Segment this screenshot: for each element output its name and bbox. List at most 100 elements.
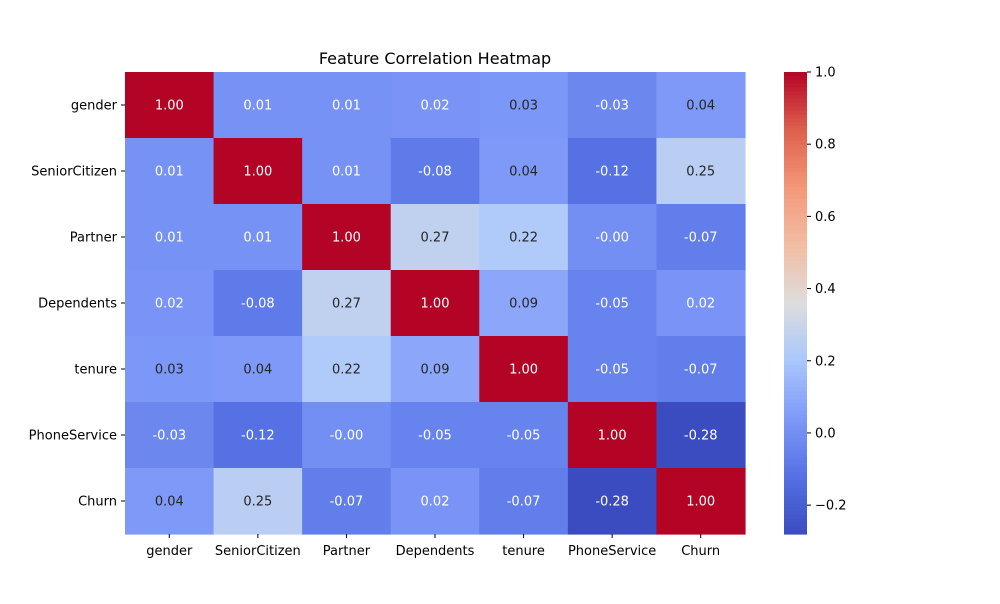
colorbar-segment <box>784 206 807 212</box>
colorbar-segment <box>784 222 807 227</box>
x-tick-label: Dependents <box>396 544 475 559</box>
colorbar-segment <box>784 383 807 389</box>
heatmap-cell <box>479 204 569 271</box>
heatmap-cell <box>302 72 392 139</box>
colorbar-segment <box>784 106 807 112</box>
cell-value-label: -0.08 <box>241 297 275 312</box>
heatmap-cell <box>302 468 392 535</box>
x-tick-label: Churn <box>681 544 720 559</box>
heatmap-cell-labels: 1.00 0.01 0.01 0.02 0.03 -0.03 0.04 0.01 1.00 0.0… <box>152 99 717 510</box>
colorbar-segment <box>784 522 807 527</box>
cell-value-label: 0.04 <box>509 165 538 180</box>
chart-title: Feature Correlation Heatmap <box>319 49 551 68</box>
heatmap-cell <box>125 72 215 139</box>
x-tick-label: Partner <box>323 544 371 559</box>
colorbar: −0.2 0.0 0.2 0.4 0.6 0.8 1.0 <box>784 66 847 535</box>
cell-value-label: 0.01 <box>243 99 272 114</box>
colorbar-segment <box>784 483 807 489</box>
heatmap-cell <box>567 336 658 403</box>
y-tick-label: Churn <box>78 495 117 510</box>
colorbar-segment <box>784 264 807 269</box>
heatmap-cell <box>213 336 303 403</box>
heatmap-cell <box>213 138 303 205</box>
colorbar-segment <box>784 322 807 327</box>
cell-value-label: -0.28 <box>684 429 718 444</box>
cell-value-label: -0.08 <box>418 165 452 180</box>
cell-value-label: -0.03 <box>595 99 629 114</box>
cell-value-label: -0.05 <box>507 429 541 444</box>
colorbar-segment <box>784 526 807 531</box>
heatmap-cell <box>302 270 392 337</box>
colorbar-segment <box>784 314 807 319</box>
cell-value-label: 0.02 <box>421 495 450 510</box>
colorbar-segment <box>784 468 807 473</box>
y-axis-ticks: gender SeniorCitizen Partner Dependents tenu… <box>29 99 125 510</box>
heatmap-cell <box>213 270 303 337</box>
cell-value-label: -0.05 <box>595 297 629 312</box>
cell-value-label: -0.03 <box>152 429 186 444</box>
colorbar-segment <box>784 226 807 231</box>
colorbar-segment <box>784 149 807 154</box>
colorbar-segment <box>784 191 807 196</box>
colorbar-segment <box>784 345 807 350</box>
colorbar-segment <box>784 499 807 504</box>
heatmap-cell <box>125 270 215 337</box>
y-tick-label: Dependents <box>38 297 117 312</box>
colorbar-tick-label: 0.6 <box>815 210 836 225</box>
colorbar-segment <box>784 229 807 235</box>
heatmap-cell <box>479 468 569 535</box>
cell-value-label: 0.01 <box>155 165 184 180</box>
colorbar-segment <box>784 303 807 308</box>
cell-value-label: -0.00 <box>330 429 364 444</box>
cell-value-label: 0.02 <box>155 297 184 312</box>
colorbar-segment <box>784 195 807 200</box>
colorbar-segment <box>784 202 807 208</box>
cell-value-label: 0.02 <box>686 297 715 312</box>
y-tick-label: PhoneService <box>29 429 117 444</box>
cell-value-label: -0.28 <box>595 495 629 510</box>
colorbar-segment <box>784 457 807 462</box>
heatmap-cell <box>567 138 658 205</box>
heatmap-cell <box>567 204 658 271</box>
colorbar-segment <box>784 141 807 146</box>
colorbar-tick-label: 0.4 <box>815 282 836 297</box>
colorbar-segment <box>784 410 807 416</box>
heatmap-cell <box>656 138 746 205</box>
cell-value-label: -0.05 <box>595 363 629 378</box>
colorbar-segment <box>784 79 807 85</box>
heatmap-cell <box>479 138 569 205</box>
colorbar-segment <box>784 437 807 443</box>
heatmap-cell <box>656 336 746 403</box>
cell-value-label: -0.07 <box>684 231 718 246</box>
colorbar-segment <box>784 491 807 497</box>
cell-value-label: 0.01 <box>243 231 272 246</box>
colorbar-segment <box>784 337 807 343</box>
colorbar-segment <box>784 218 807 223</box>
colorbar-segment <box>784 160 807 165</box>
heatmap-cell <box>390 138 480 205</box>
colorbar-segment <box>784 326 807 331</box>
x-tick-label: tenure <box>502 544 545 559</box>
colorbar-segment <box>784 95 807 100</box>
heatmap-cell <box>213 72 303 139</box>
cell-value-label: 0.27 <box>332 297 361 312</box>
heatmap-cell <box>567 468 658 535</box>
colorbar-segment <box>784 110 807 115</box>
heatmap-cell <box>125 468 215 535</box>
colorbar-segment <box>784 175 807 181</box>
colorbar-segment <box>784 426 807 431</box>
cell-value-label: 0.01 <box>332 99 361 114</box>
colorbar-segment <box>784 464 807 470</box>
colorbar-segment <box>784 507 807 512</box>
colorbar-segment <box>784 406 807 412</box>
cell-value-label: -0.05 <box>418 429 452 444</box>
heatmap-cell <box>479 336 569 403</box>
cell-value-label: 0.09 <box>509 297 538 312</box>
heatmap-cell <box>390 204 480 271</box>
colorbar-segment <box>784 72 807 77</box>
colorbar-segment <box>784 445 807 450</box>
cell-value-label: 0.25 <box>243 495 272 510</box>
cell-value-label: 1.00 <box>332 231 361 246</box>
colorbar-segment <box>784 460 807 466</box>
heatmap-cell <box>125 336 215 403</box>
